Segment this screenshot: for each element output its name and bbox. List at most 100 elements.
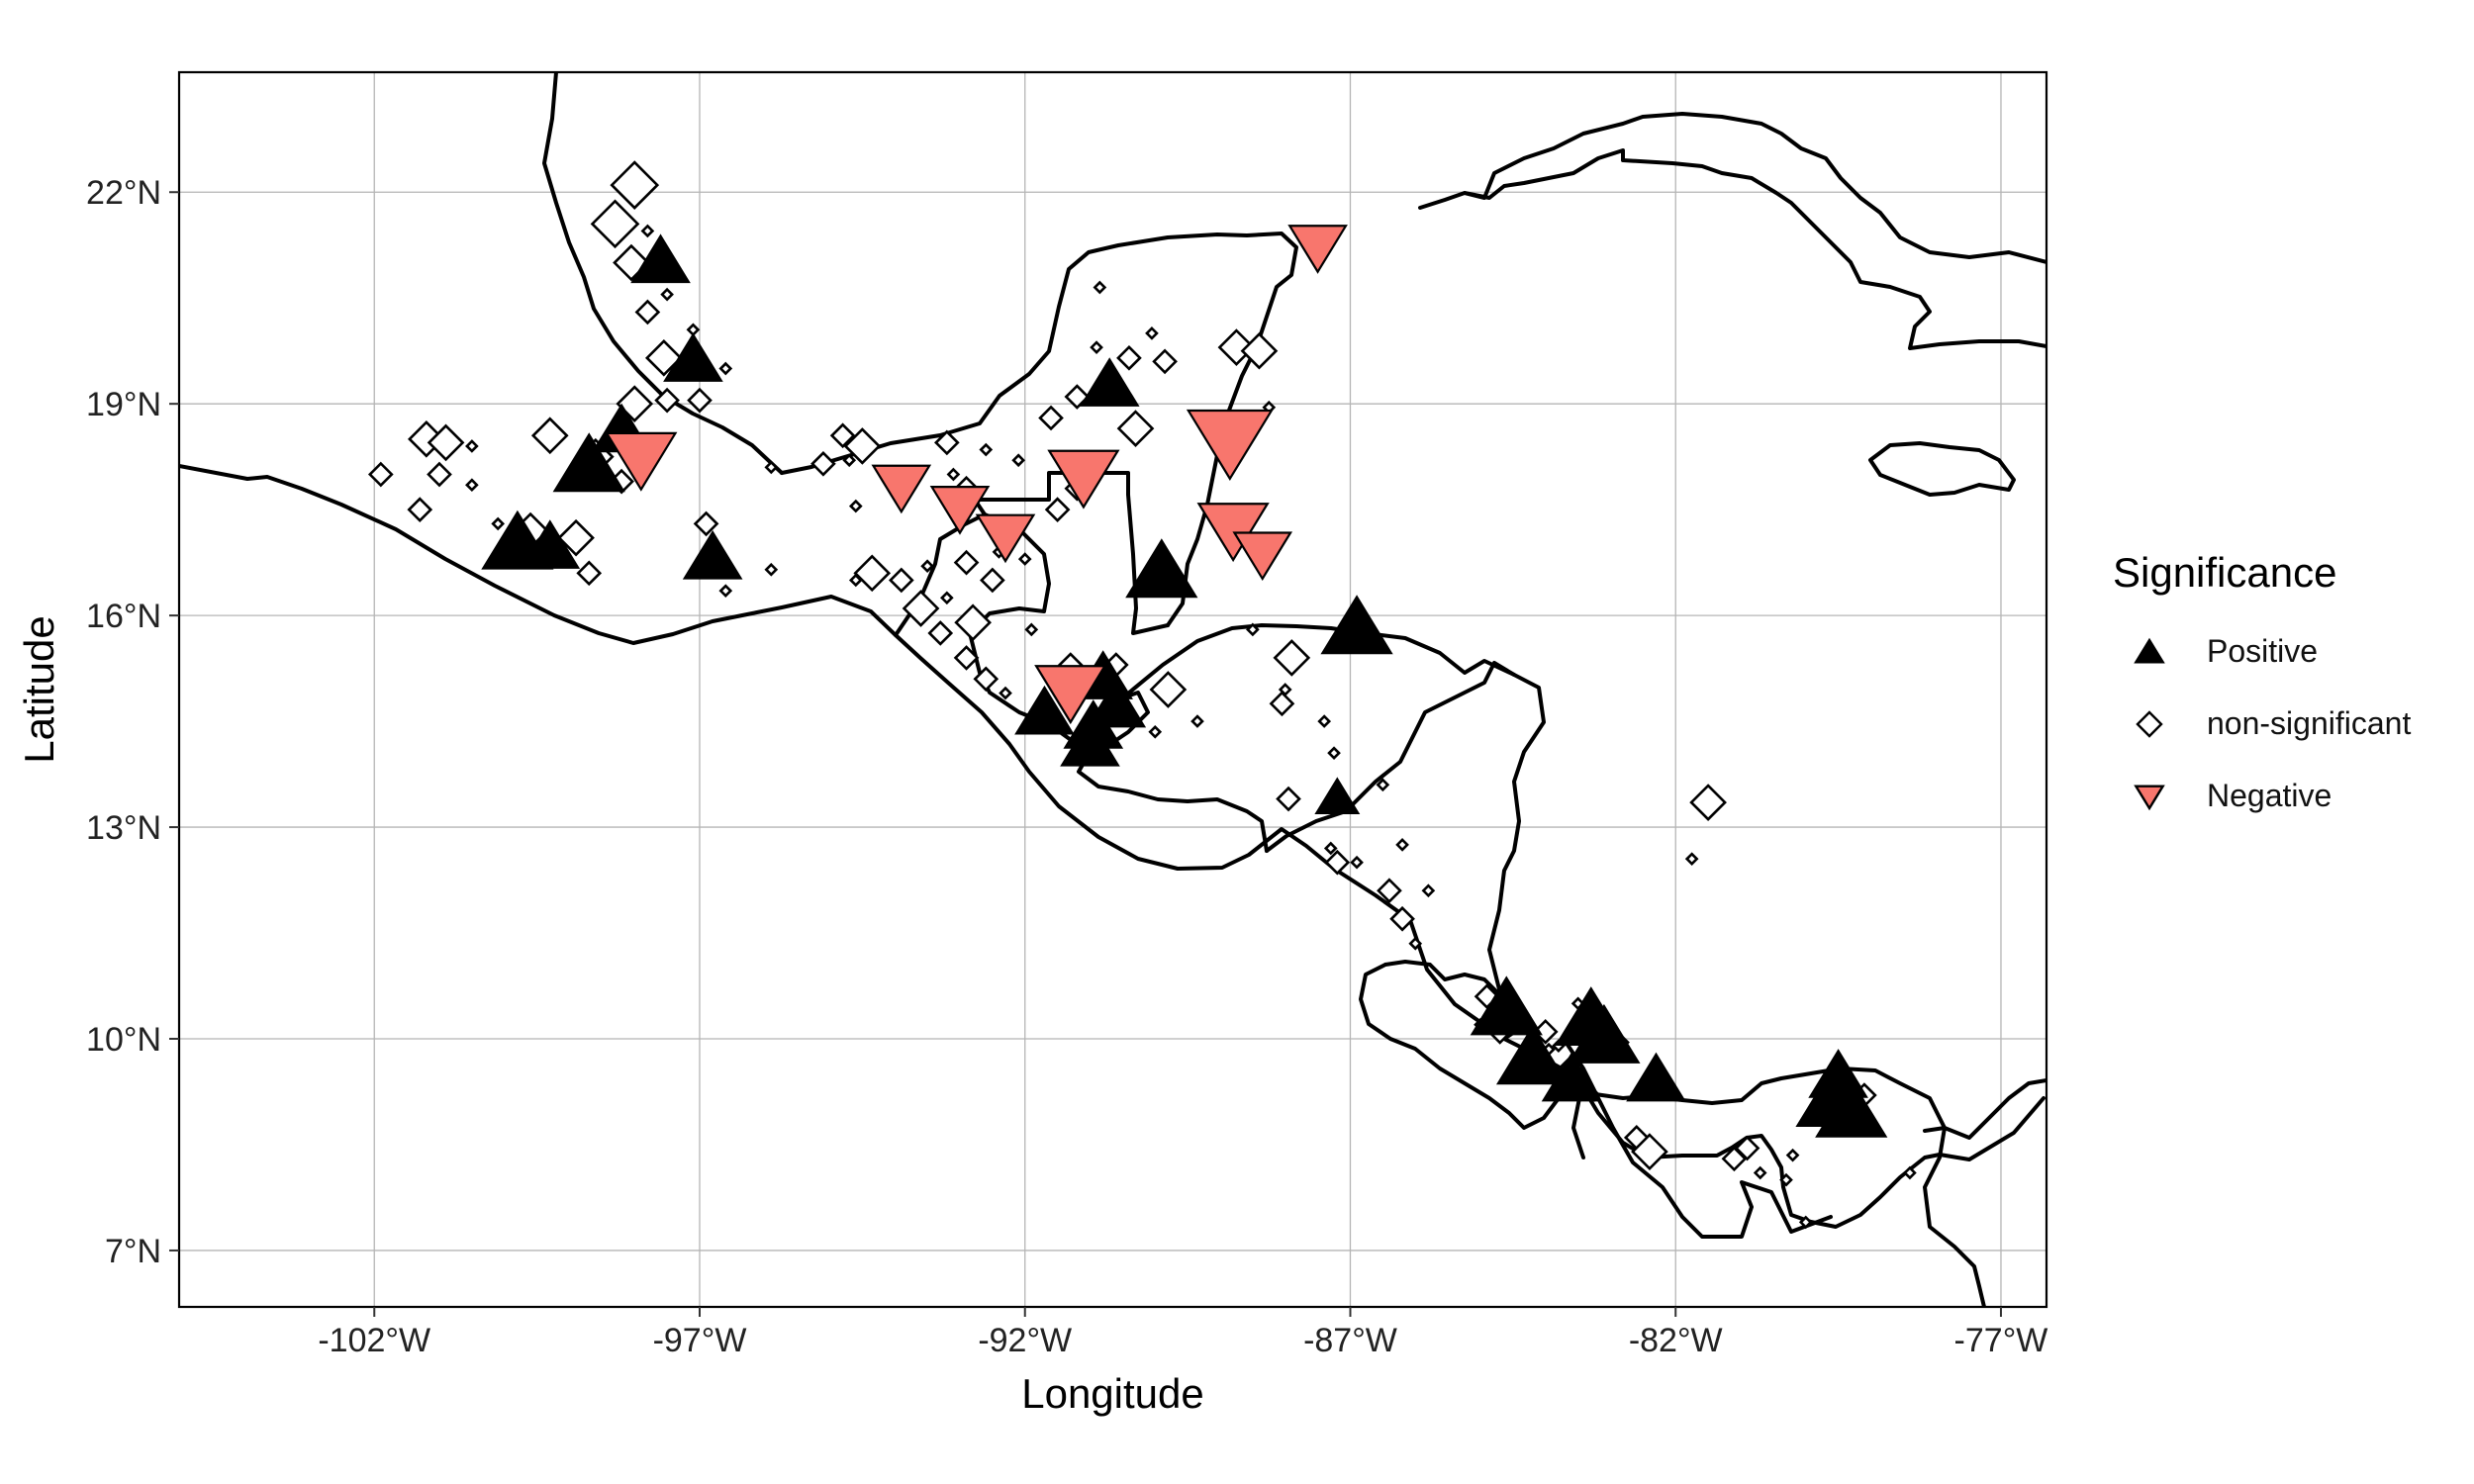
marker-non-significant bbox=[1240, 331, 1279, 370]
marker-non-significant bbox=[1734, 1135, 1760, 1161]
marker-non-significant bbox=[1903, 1165, 1917, 1180]
marker-non-significant bbox=[853, 554, 892, 593]
marker-non-significant bbox=[973, 666, 999, 693]
marker-non-significant bbox=[1631, 1133, 1668, 1170]
marker-non-significant bbox=[842, 453, 857, 468]
marker-non-significant bbox=[954, 603, 992, 642]
marker-negative bbox=[975, 513, 1036, 564]
legend-key-non-significant bbox=[2136, 710, 2163, 738]
marker-non-significant bbox=[557, 518, 595, 557]
marker-non-significant bbox=[1246, 622, 1260, 637]
marker-negative bbox=[1186, 409, 1274, 481]
marker-positive bbox=[1320, 595, 1393, 655]
legend-symbol-negative bbox=[2134, 785, 2165, 811]
marker-non-significant bbox=[1377, 878, 1402, 904]
marker-negative bbox=[605, 431, 678, 492]
marker-non-significant bbox=[687, 387, 713, 414]
marker-non-significant bbox=[888, 567, 914, 594]
legend: Significance Positive non-significant Ne… bbox=[2113, 549, 2411, 813]
marker-non-significant bbox=[1217, 328, 1256, 366]
marker-non-significant bbox=[1389, 905, 1415, 932]
marker-non-significant bbox=[1408, 936, 1423, 951]
marker-non-significant bbox=[1090, 340, 1103, 354]
x-axis-title: Longitude bbox=[1021, 1370, 1204, 1417]
marker-non-significant bbox=[1323, 841, 1338, 856]
marker-positive bbox=[1314, 777, 1361, 815]
marker-positive bbox=[1125, 538, 1198, 599]
marker-non-significant bbox=[1017, 552, 1032, 566]
legend-key-negative bbox=[2134, 785, 2165, 811]
marker-non-significant bbox=[427, 423, 465, 462]
y-tick-label: 10°N bbox=[86, 1021, 161, 1059]
marker-non-significant bbox=[1317, 714, 1332, 728]
marker-non-significant bbox=[1145, 326, 1159, 340]
marker-non-significant bbox=[1273, 639, 1311, 677]
marker-non-significant bbox=[1779, 1172, 1793, 1187]
marker-positive bbox=[630, 233, 691, 284]
marker-non-significant bbox=[980, 567, 1005, 594]
marker-non-significant bbox=[1093, 280, 1107, 295]
y-tick-label: 13°N bbox=[86, 809, 161, 847]
border-honduras-nicaragua bbox=[1265, 661, 1516, 853]
marker-non-significant bbox=[427, 461, 452, 488]
marker-positive bbox=[1815, 1077, 1888, 1138]
cuba-outline bbox=[1418, 112, 2046, 350]
marker-non-significant bbox=[693, 510, 719, 537]
marker-non-significant bbox=[1785, 1148, 1800, 1162]
marker-non-significant bbox=[530, 417, 569, 455]
marker-positive bbox=[1626, 1052, 1686, 1102]
legend-label-non-significant: non-significant bbox=[2207, 705, 2411, 741]
y-axis-title: Latitude bbox=[16, 615, 62, 763]
marker-non-significant bbox=[576, 560, 603, 587]
marker-non-significant bbox=[902, 590, 940, 627]
gulf-coast-mexico bbox=[542, 72, 784, 475]
marker-non-significant bbox=[953, 645, 980, 671]
yucatan-coast bbox=[780, 232, 1298, 627]
marker-non-significant bbox=[1149, 671, 1188, 708]
marker-positive bbox=[1014, 685, 1075, 735]
marker-non-significant bbox=[1038, 405, 1064, 431]
jamaica-outline bbox=[1868, 441, 2016, 497]
marker-non-significant bbox=[1327, 746, 1341, 761]
x-tick-label: -77°W bbox=[1954, 1322, 2048, 1359]
marker-non-significant bbox=[979, 442, 994, 457]
marker-non-significant bbox=[1276, 786, 1301, 812]
marker-negative bbox=[1047, 449, 1120, 510]
marker-non-significant bbox=[654, 387, 680, 414]
marker-positive bbox=[682, 529, 743, 580]
marker-non-significant bbox=[1753, 1165, 1767, 1180]
legend-title: Significance bbox=[2113, 549, 2336, 596]
costa-rica-nicoya bbox=[1359, 963, 1564, 1130]
marker-non-significant bbox=[1116, 344, 1142, 371]
marker-negative bbox=[1232, 531, 1293, 582]
marker-non-significant bbox=[1190, 714, 1204, 728]
marker-negative bbox=[929, 486, 991, 535]
marker-non-significant bbox=[1324, 849, 1351, 876]
marker-non-significant bbox=[843, 427, 882, 465]
marker-non-significant bbox=[590, 199, 640, 249]
marker-non-significant bbox=[1689, 784, 1727, 821]
marker-positive bbox=[1063, 699, 1124, 749]
marker-negative bbox=[871, 464, 932, 514]
marker-non-significant bbox=[920, 559, 934, 574]
marker-non-significant bbox=[999, 686, 1012, 700]
marker-non-significant bbox=[660, 287, 674, 302]
legend-label-negative: Negative bbox=[2207, 778, 2331, 813]
marker-non-significant bbox=[1376, 778, 1390, 792]
marker-non-significant bbox=[465, 439, 479, 453]
y-tick-label: 22°N bbox=[86, 174, 161, 212]
marker-non-significant bbox=[634, 299, 661, 325]
x-tick-label: -92°W bbox=[978, 1322, 1072, 1359]
marker-non-significant bbox=[1116, 410, 1155, 447]
marker-positive bbox=[1541, 1052, 1602, 1102]
marker-positive bbox=[552, 432, 625, 493]
marker-positive bbox=[1470, 975, 1543, 1036]
marker-negative bbox=[1034, 665, 1107, 725]
marker-non-significant bbox=[764, 460, 779, 475]
marker-non-significant bbox=[718, 584, 733, 598]
marker-non-significant bbox=[1721, 1146, 1748, 1172]
marker-non-significant bbox=[1044, 497, 1071, 522]
marker-non-significant bbox=[1684, 852, 1699, 866]
legend-symbol-ns bbox=[2136, 710, 2163, 738]
legend-symbol-positive bbox=[2134, 637, 2165, 664]
